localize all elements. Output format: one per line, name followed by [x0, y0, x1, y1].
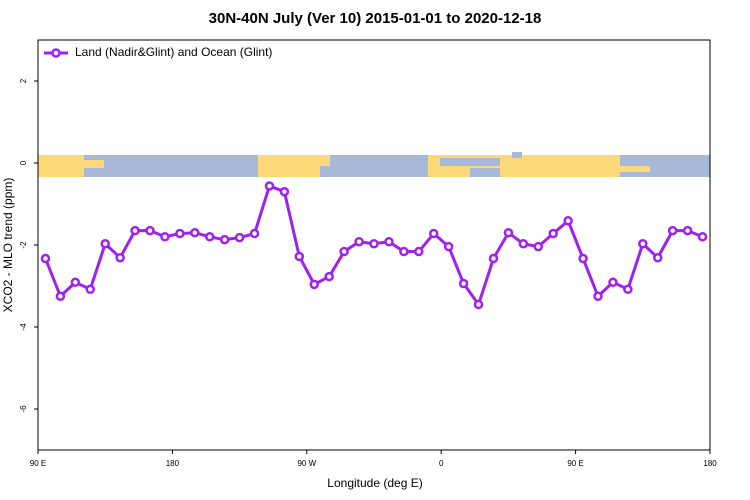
point — [160, 232, 170, 242]
point — [697, 232, 708, 242]
x-tick-label: 90 E — [567, 459, 583, 468]
point — [652, 252, 663, 263]
point — [563, 216, 573, 226]
point — [234, 232, 245, 243]
point — [533, 241, 544, 252]
chart-title: 30N-40N July (Ver 10) 2015-01-01 to 2020… — [209, 10, 542, 27]
point — [175, 228, 185, 239]
x-tick-label: 180 — [166, 459, 180, 468]
legend-marker — [51, 48, 61, 58]
point — [55, 291, 66, 301]
point — [369, 239, 379, 249]
point — [249, 228, 260, 239]
point — [219, 234, 230, 245]
x-tick-label: 90 W — [297, 459, 316, 468]
point — [518, 239, 529, 249]
point — [294, 251, 305, 262]
point — [384, 236, 394, 247]
point — [70, 277, 81, 288]
point — [458, 278, 469, 289]
x-tick-label: 90 E — [30, 459, 46, 468]
point — [443, 241, 454, 252]
point — [40, 253, 51, 264]
point — [100, 239, 110, 249]
point — [548, 228, 558, 239]
point — [638, 239, 648, 249]
point — [682, 225, 693, 236]
point — [503, 227, 514, 238]
x-tick-label: 0 — [439, 459, 444, 468]
point — [145, 225, 155, 236]
y-tick-label: -6 — [19, 405, 28, 413]
point — [593, 291, 603, 301]
point — [115, 252, 125, 263]
point — [578, 253, 588, 264]
point — [414, 246, 424, 257]
point — [309, 279, 320, 290]
point — [85, 284, 96, 295]
y-tick-label: 0 — [19, 160, 28, 165]
x-tick-label: 180 — [703, 459, 717, 468]
y-tick-label: -4 — [19, 323, 28, 331]
y-tick-label: -2 — [19, 241, 28, 249]
point — [473, 299, 484, 310]
y-axis-label: XCO2 - MLO trend (ppm) — [1, 178, 15, 313]
point — [279, 186, 290, 197]
point — [667, 225, 678, 236]
point — [354, 236, 364, 247]
legend-label: Land (Nadir&Glint) and Ocean (Glint) — [75, 45, 272, 59]
point — [428, 228, 439, 239]
point — [608, 277, 618, 288]
point — [130, 225, 140, 236]
point — [488, 253, 499, 264]
point — [324, 271, 334, 282]
point — [264, 181, 275, 191]
point — [339, 246, 349, 257]
map-strip — [38, 152, 710, 177]
x-axis-label: Longitude (deg E) — [327, 476, 422, 490]
point — [190, 227, 200, 238]
point — [204, 232, 215, 242]
point — [623, 284, 633, 295]
point — [399, 246, 409, 257]
y-tick-label: 2 — [19, 78, 28, 83]
